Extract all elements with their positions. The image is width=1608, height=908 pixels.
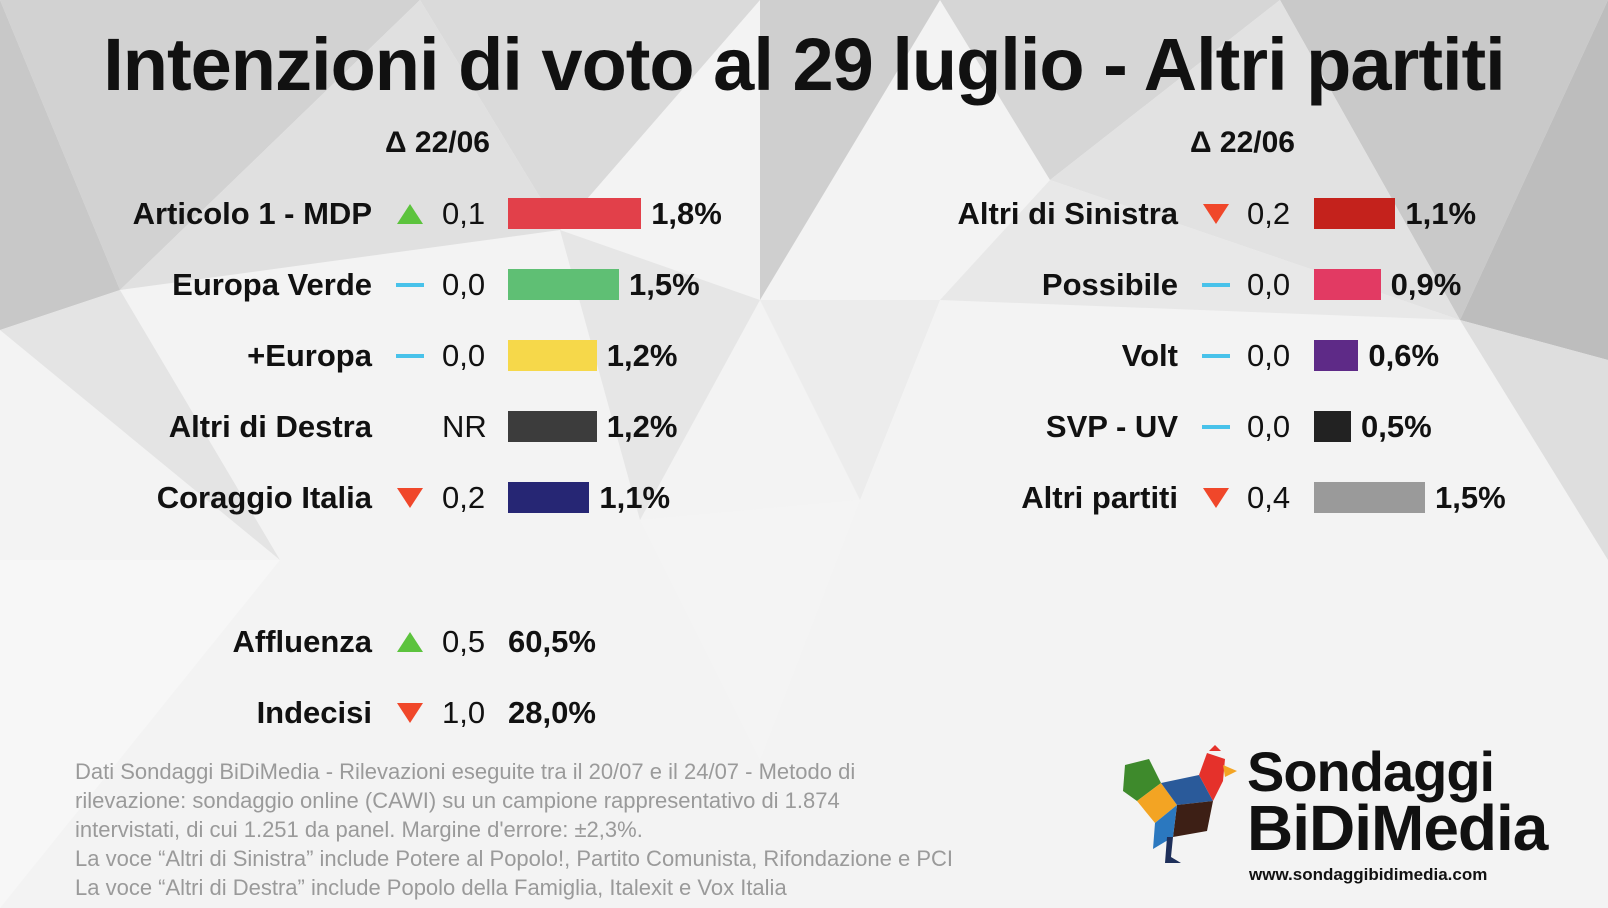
extra-value: 28,0% xyxy=(508,695,596,730)
change-value: 0,0 xyxy=(442,267,486,302)
trend-flat-icon xyxy=(396,283,424,287)
bar xyxy=(508,340,597,371)
extra-label: Indecisi xyxy=(256,695,372,730)
party-label: +Europa xyxy=(247,338,372,373)
chart-row: Altri partiti 0,4 1,5% xyxy=(0,478,1608,518)
trend-flat-icon xyxy=(1202,283,1230,287)
value-label: 1,5% xyxy=(629,267,700,302)
footnote-line: rilevazione: sondaggio online (CAWI) su … xyxy=(75,788,840,813)
footnote-line: La voce “Altri di Destra” include Popolo… xyxy=(75,875,787,900)
change-value: 0,5 xyxy=(442,624,486,659)
party-label: Europa Verde xyxy=(172,267,372,302)
change-value: 0,0 xyxy=(1247,267,1291,302)
footnote-line: intervistati, di cui 1.251 da panel. Mar… xyxy=(75,817,643,842)
value-label: 0,6% xyxy=(1368,338,1440,373)
party-label: Coraggio Italia xyxy=(156,480,372,515)
chart-title: Intenzioni di voto al 29 luglio - Altri … xyxy=(103,23,1506,106)
party-label: Altri di Sinistra xyxy=(957,196,1178,231)
party-label: Altri partiti xyxy=(1021,480,1178,515)
footnote: Dati Sondaggi BiDiMedia - Rilevazioni es… xyxy=(75,757,1095,902)
change-value: 0,0 xyxy=(1247,338,1291,373)
value-label: 1,1% xyxy=(1405,196,1477,231)
change-value: 0,1 xyxy=(442,196,486,231)
bar xyxy=(1314,198,1396,229)
bar xyxy=(508,411,597,442)
delta-header-left: Δ 22/06 xyxy=(385,126,490,159)
logo-url: www.sondaggibidimedia.com xyxy=(1249,865,1488,884)
value-label: 0,9% xyxy=(1390,267,1462,302)
extra-label: Affluenza xyxy=(232,624,373,659)
bar xyxy=(1314,340,1359,371)
chart-row: Altri di Destra NR 1,2% xyxy=(0,407,1608,447)
chart-row: Possibile 0,0 0,9% xyxy=(0,265,1608,305)
trend-flat-icon xyxy=(1202,354,1230,358)
trend-down-icon xyxy=(1203,488,1229,508)
value-label: 1,2% xyxy=(606,409,678,444)
bar xyxy=(1314,482,1425,513)
party-label: Possibile xyxy=(1041,267,1178,302)
party-label: Volt xyxy=(1121,338,1178,373)
party-label: Articolo 1 - MDP xyxy=(132,196,372,231)
trend-up-icon xyxy=(397,204,423,224)
bar xyxy=(508,269,619,300)
value-label: 1,5% xyxy=(1435,480,1506,515)
chart-row: +Europa 0,0 1,2% xyxy=(0,336,1608,376)
trend-down-icon xyxy=(397,488,423,508)
value-label: 1,8% xyxy=(651,196,722,231)
delta-header-right: Δ 22/06 xyxy=(1190,126,1295,159)
chart-row: Altri di Sinistra 0,2 1,1% xyxy=(0,194,1608,234)
chart-row: Articolo 1 - MDP 0,1 1,8% xyxy=(0,194,1608,234)
value-label: 1,1% xyxy=(599,480,671,515)
bidimedia-logo: Sondaggi BiDiMedia www.sondaggibidimedia… xyxy=(1115,740,1585,895)
footnote-line: Dati Sondaggi BiDiMedia - Rilevazioni es… xyxy=(75,759,856,784)
extra-value: 60,5% xyxy=(508,624,596,659)
party-label: SVP - UV xyxy=(1045,409,1178,444)
trend-down-icon xyxy=(1203,204,1229,224)
change-value: 0,2 xyxy=(1247,196,1291,231)
trend-flat-icon xyxy=(1202,425,1230,429)
bar xyxy=(1314,411,1351,442)
chart-row: Europa Verde 0,0 1,5% xyxy=(0,265,1608,305)
trend-down-icon xyxy=(397,703,423,723)
bar xyxy=(508,198,642,229)
change-value: 0,0 xyxy=(442,338,486,373)
value-label: 1,2% xyxy=(606,338,678,373)
logo-text-sondaggi: Sondaggi xyxy=(1247,740,1495,803)
bar xyxy=(1314,269,1381,300)
extra-row: Affluenza 0,5 60,5% xyxy=(0,622,1608,662)
rooster-logo-icon xyxy=(1123,745,1237,863)
party-label: Altri di Destra xyxy=(168,409,372,444)
bar xyxy=(508,482,590,513)
trend-flat-icon xyxy=(396,354,424,358)
chart-row: SVP - UV 0,0 0,5% xyxy=(0,407,1608,447)
footnote-line: La voce “Altri di Sinistra” include Pote… xyxy=(75,846,953,871)
value-label: 0,5% xyxy=(1361,409,1432,444)
chart-row: Coraggio Italia 0,2 1,1% xyxy=(0,478,1608,518)
trend-up-icon xyxy=(397,632,423,652)
change-value: 0,4 xyxy=(1247,480,1291,515)
change-value: NR xyxy=(442,409,487,444)
logo-text-bidimedia: BiDiMedia xyxy=(1247,792,1548,864)
change-value: 0,0 xyxy=(1247,409,1291,444)
chart-row: Volt 0,0 0,6% xyxy=(0,336,1608,376)
change-value: 1,0 xyxy=(442,695,486,730)
extra-row: Indecisi 1,0 28,0% xyxy=(0,693,1608,733)
change-value: 0,2 xyxy=(442,480,486,515)
